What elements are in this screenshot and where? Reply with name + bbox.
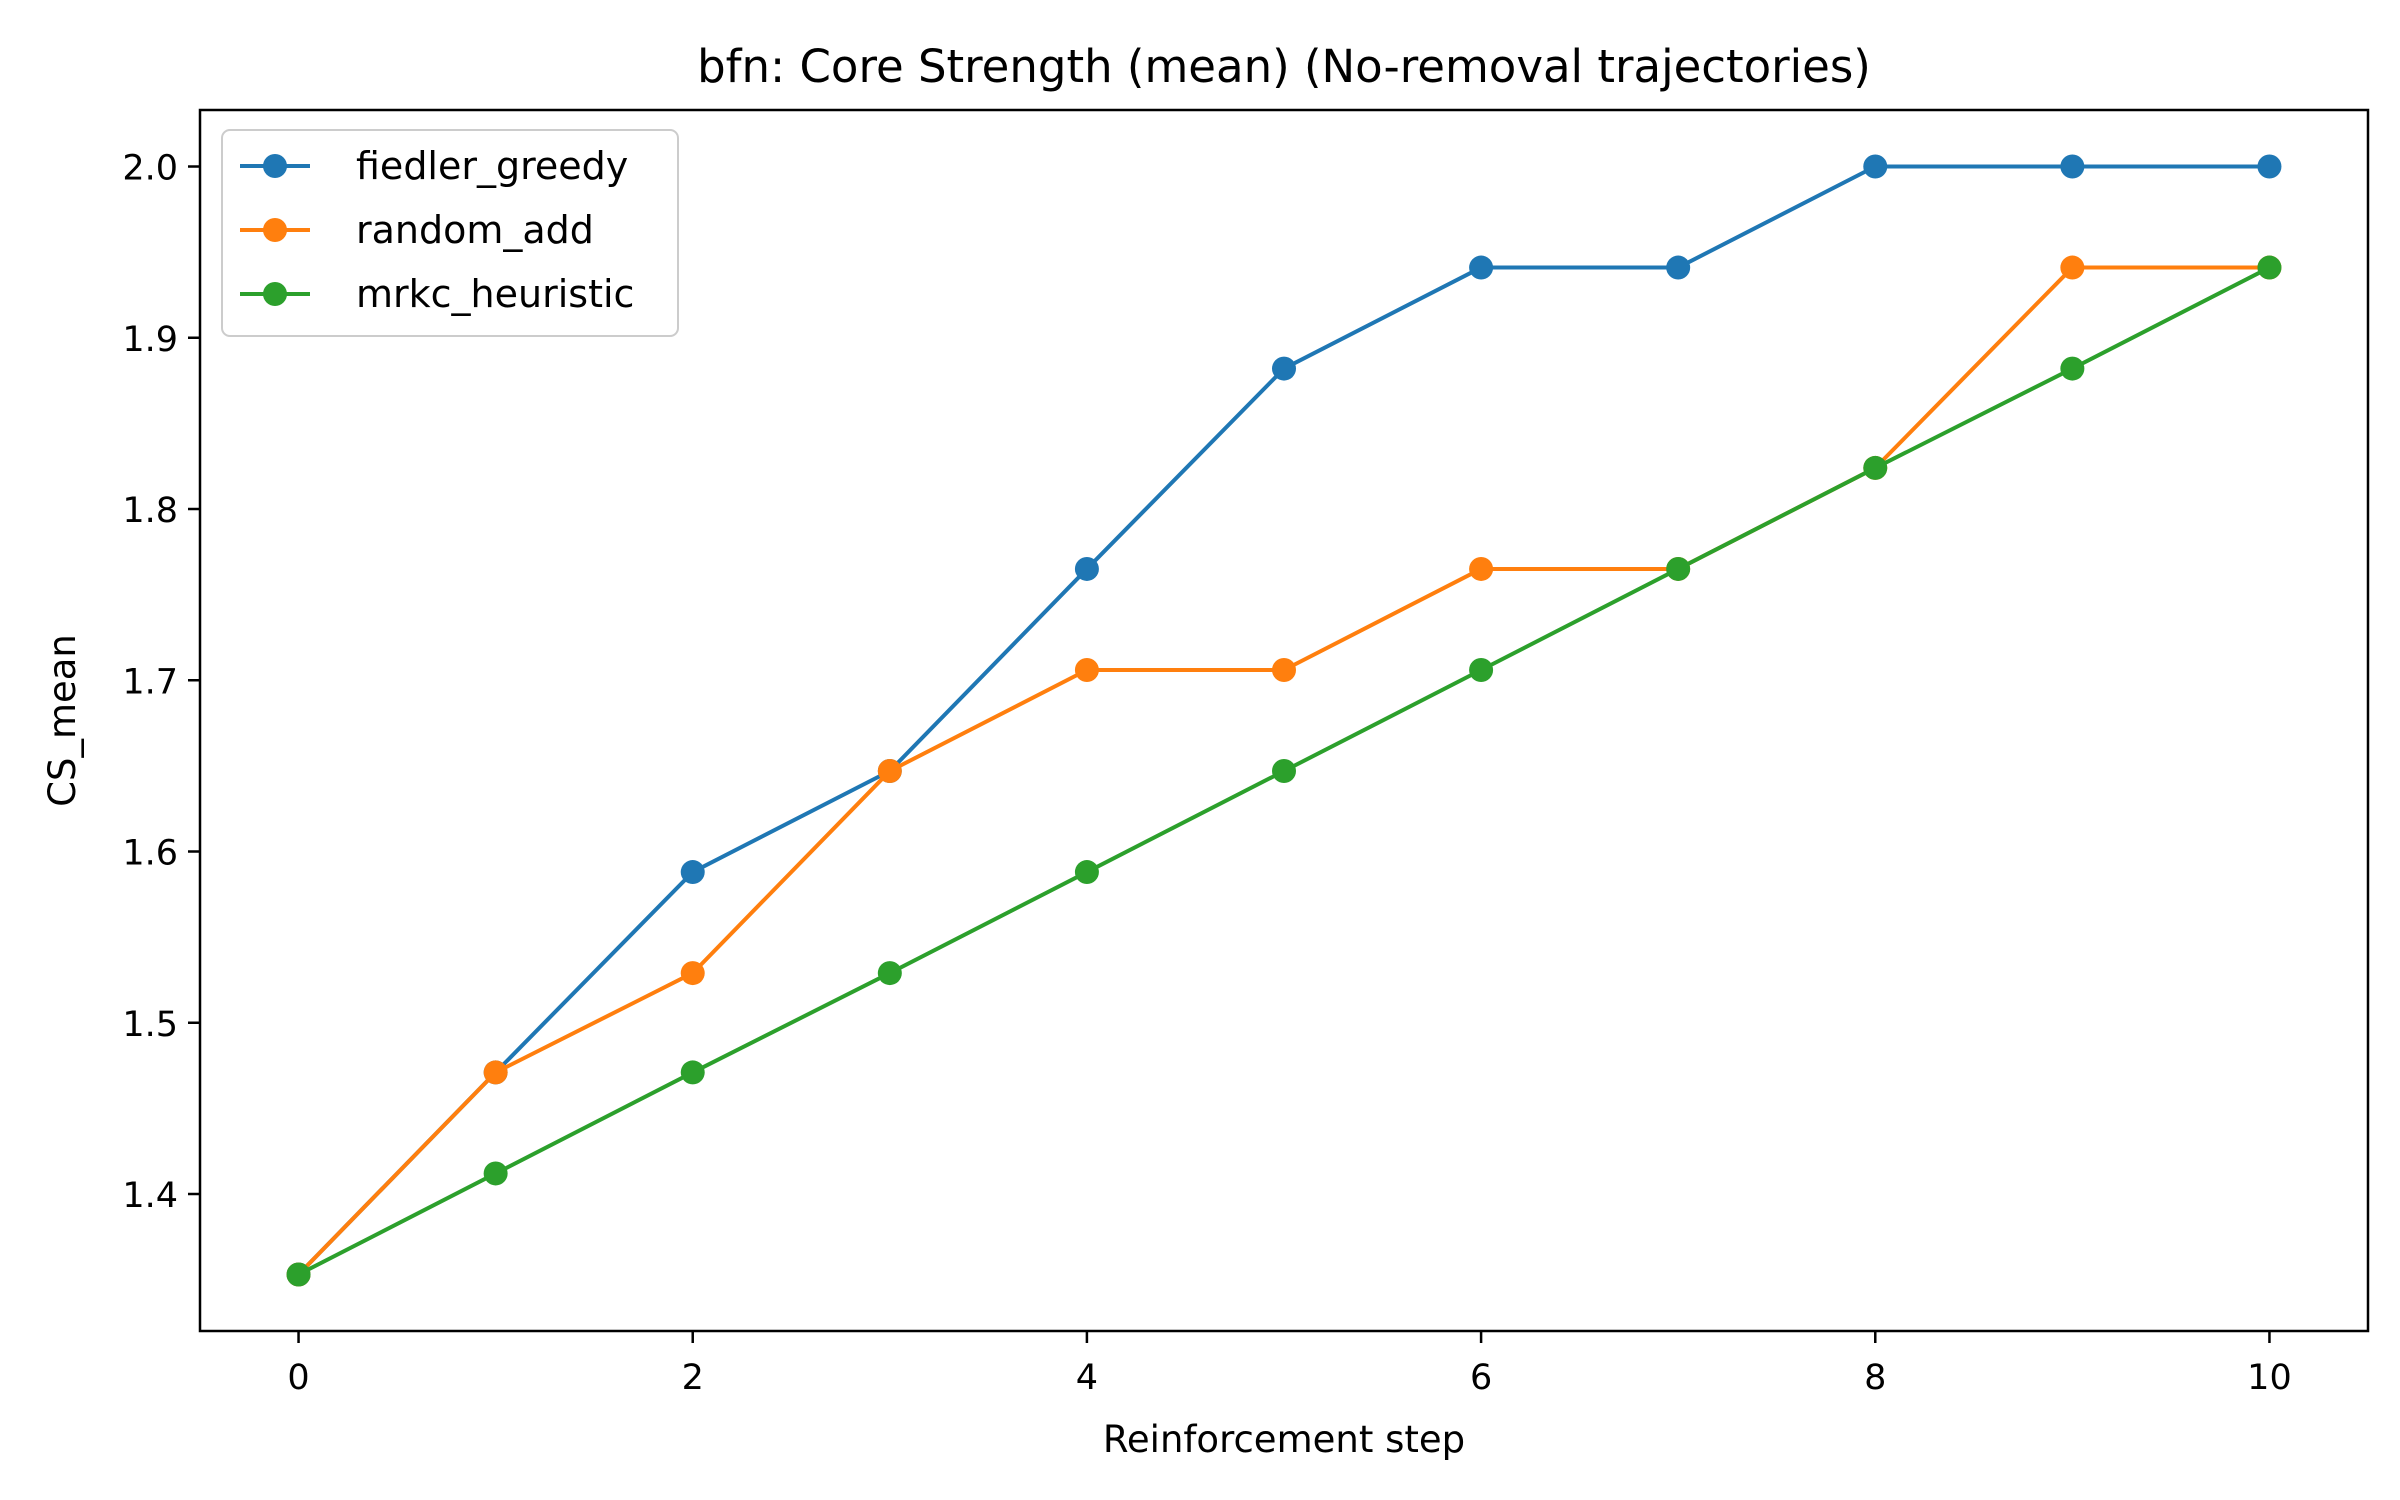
chart-title: bfn: Core Strength (mean) (No-removal tr… <box>697 40 1871 93</box>
data-point <box>877 759 902 784</box>
y-tick-label: 1.8 <box>122 491 178 531</box>
data-point <box>483 1161 508 1186</box>
ticks-layer: 0 2 4 6 8 10 1.4 1.5 1.6 1.7 1.8 1.9 2.0 <box>122 149 2291 1398</box>
legend-label: mrkc_heuristic <box>356 272 634 316</box>
data-point <box>1272 759 1296 784</box>
data-point <box>1469 556 1494 581</box>
data-point <box>680 961 705 986</box>
legend-marker <box>263 282 287 306</box>
data-point <box>1863 455 1888 480</box>
y-tick-label: 1.7 <box>122 662 178 702</box>
data-point <box>2060 255 2085 280</box>
legend: fiedler_greedy random_add mrkc_heuristic <box>221 129 679 337</box>
series-mrkc_heuristic <box>286 255 2282 1287</box>
x-tick-label: 6 <box>1470 1358 1492 1398</box>
data-point <box>2060 154 2085 179</box>
data-point <box>1272 356 1296 381</box>
data-point <box>1272 657 1296 682</box>
legend-marker <box>263 218 287 242</box>
data-point <box>1863 154 1888 179</box>
data-point <box>1666 556 1691 581</box>
data-point <box>1666 255 1691 280</box>
y-axis-label: CS_mean <box>41 634 84 807</box>
data-point <box>2257 154 2282 179</box>
legend-item: fiedler_greedy <box>240 144 628 188</box>
x-tick-label: 8 <box>1864 1358 1886 1398</box>
data-point <box>483 1060 508 1085</box>
data-point <box>680 1060 705 1085</box>
plot-frame <box>198 108 2370 1333</box>
data-point <box>680 860 705 885</box>
y-tick-label: 1.9 <box>122 320 178 360</box>
legend-box <box>221 129 679 337</box>
data-point <box>286 1262 311 1287</box>
legend-item: random_add <box>240 208 594 252</box>
data-point <box>2257 255 2282 280</box>
legend-label: fiedler_greedy <box>356 144 628 188</box>
data-point <box>1469 255 1494 280</box>
y-tick-label: 1.5 <box>122 1005 178 1045</box>
data-point <box>2060 356 2085 381</box>
series-layer <box>286 154 2282 1287</box>
data-point <box>1074 657 1099 682</box>
data-point <box>1469 657 1494 682</box>
legend-item: mrkc_heuristic <box>240 272 634 316</box>
legend-label: random_add <box>356 208 594 252</box>
data-point <box>1074 556 1099 581</box>
x-tick-label: 0 <box>287 1358 309 1398</box>
data-point <box>877 961 902 986</box>
legend-marker <box>263 154 287 178</box>
x-axis-label: Reinforcement step <box>1103 1418 1465 1461</box>
y-tick-label: 1.6 <box>122 834 178 874</box>
y-tick-label: 2.0 <box>122 149 178 189</box>
data-point <box>1074 860 1099 885</box>
x-tick-label: 4 <box>1076 1358 1098 1398</box>
x-tick-label: 2 <box>682 1358 704 1398</box>
x-tick-label: 10 <box>2247 1358 2292 1398</box>
y-tick-label: 1.4 <box>122 1176 178 1216</box>
